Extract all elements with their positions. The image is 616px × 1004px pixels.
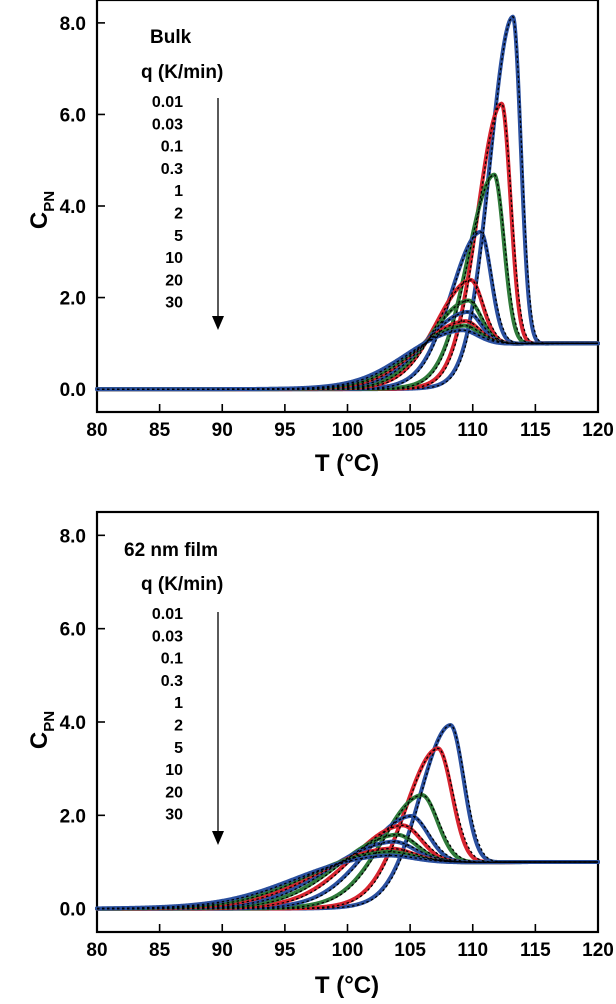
x-tick-label: 80 xyxy=(86,940,107,961)
x-tick-label: 110 xyxy=(457,420,488,441)
x-tick-label: 115 xyxy=(520,940,551,961)
x-tick-label: 100 xyxy=(332,940,364,961)
y-tick-label: 2.0 xyxy=(60,289,86,310)
legend-item: 2 xyxy=(174,718,183,735)
legend-item: 20 xyxy=(165,784,183,801)
legend-title: q (K/min) xyxy=(141,574,223,595)
y-axis-title: CPN xyxy=(26,711,58,749)
x-tick-label: 105 xyxy=(394,420,426,441)
legend-item: 0.3 xyxy=(161,161,183,178)
fit-curve-10 xyxy=(97,320,598,390)
legend-item: 5 xyxy=(174,228,183,245)
legend-item: 0.03 xyxy=(152,116,183,133)
legend-item: 0.1 xyxy=(161,651,183,668)
legend-title: q (K/min) xyxy=(141,62,223,83)
legend-item: 30 xyxy=(165,295,183,312)
fit-curve-5 xyxy=(97,311,598,390)
y-tick-label: 0.0 xyxy=(60,900,86,921)
x-tick-label: 120 xyxy=(582,420,614,441)
x-axis-title: T (°C) xyxy=(315,972,379,999)
legend-item: 0.1 xyxy=(161,139,183,156)
x-tick-label: 95 xyxy=(274,420,296,441)
fit-curve-2 xyxy=(97,299,598,390)
y-tick-label: 8.0 xyxy=(60,14,86,35)
legend-item: 30 xyxy=(165,807,183,824)
y-tick-label: 4.0 xyxy=(60,713,86,734)
fit-curve-20 xyxy=(97,324,598,390)
x-tick-label: 85 xyxy=(149,420,171,441)
legend-item: 1 xyxy=(174,183,183,200)
y-tick-label: 0.0 xyxy=(60,380,86,401)
legend-item: 0.03 xyxy=(152,628,183,645)
fit-curve-1 xyxy=(97,824,598,910)
legend-item: 1 xyxy=(174,695,183,712)
legend-item: 2 xyxy=(174,206,183,223)
legend-item: 5 xyxy=(174,740,183,757)
legend-item: 0.01 xyxy=(152,606,183,623)
x-tick-label: 100 xyxy=(332,420,364,441)
fit-curve-0.03 xyxy=(97,747,598,910)
y-tick-label: 6.0 xyxy=(60,620,86,641)
x-tick-label: 90 xyxy=(212,420,233,441)
fit-curve-30 xyxy=(97,329,598,390)
legend-item: 0.3 xyxy=(161,673,183,690)
legend-list: 0.01 0.03 0.1 0.3 1 2 5 10 20 30 xyxy=(152,606,183,824)
curves-group xyxy=(95,723,600,911)
x-tick-label: 95 xyxy=(274,940,296,961)
legend-arrow-head xyxy=(212,831,224,845)
x-tick-label: 120 xyxy=(582,940,614,961)
data-series-30 xyxy=(95,328,600,392)
y-tick-label: 2.0 xyxy=(60,806,86,827)
legend-item: 10 xyxy=(165,250,183,267)
y-tick-label: 6.0 xyxy=(60,105,86,126)
panel-label: 62 nm film xyxy=(124,540,218,561)
legend-item: 20 xyxy=(165,272,183,289)
x-tick-label: 110 xyxy=(457,940,488,961)
y-tick-label: 8.0 xyxy=(60,526,86,547)
data-series-1 xyxy=(95,823,600,911)
legend-list: 0.01 0.03 0.1 0.3 1 2 5 10 20 30 xyxy=(152,94,183,312)
x-tick-label: 90 xyxy=(212,940,233,961)
fit-curve-0.01 xyxy=(97,724,598,910)
x-tick-label: 80 xyxy=(86,420,107,441)
legend-arrow-head xyxy=(212,316,224,330)
legend-item: 0.01 xyxy=(152,94,183,111)
x-axis-title: T (°C) xyxy=(315,450,379,477)
legend-item: 10 xyxy=(165,762,183,779)
fit-curve-30 xyxy=(97,854,598,910)
panel-label: Bulk xyxy=(150,27,192,48)
y-axis-title: CPN xyxy=(26,191,58,229)
x-tick-label: 105 xyxy=(394,940,426,961)
curves-group xyxy=(95,14,600,392)
x-tick-label: 85 xyxy=(149,940,171,961)
y-tick-label: 4.0 xyxy=(60,197,86,218)
x-tick-label: 115 xyxy=(520,420,551,441)
